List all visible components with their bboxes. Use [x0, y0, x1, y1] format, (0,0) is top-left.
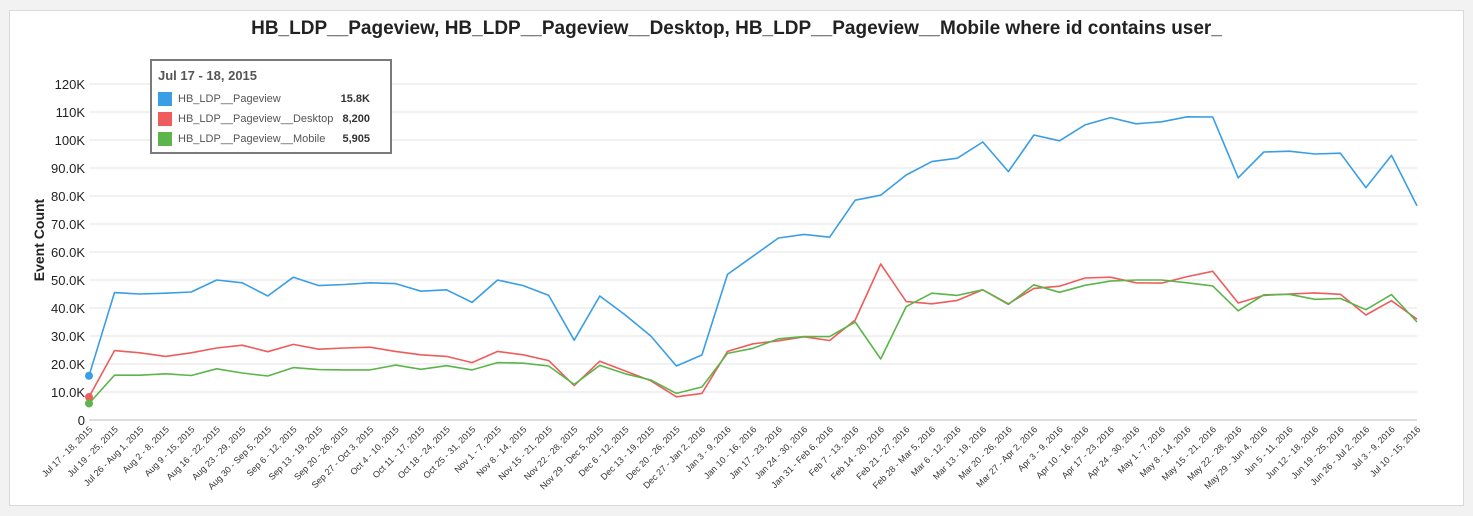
y-tick-label: 70.0K: [51, 217, 85, 232]
tooltip-row-mobile: HB_LDP__Pageview__Mobile 5,905: [158, 132, 382, 148]
y-tick-label: 40.0K: [51, 301, 85, 316]
tooltip-series-name: HB_LDP__Pageview__Mobile: [178, 133, 326, 145]
series-line-2[interactable]: [88, 279, 1418, 405]
y-tick-label: 110K: [56, 105, 86, 120]
legend-swatch-desktop: [158, 112, 172, 126]
tooltip-series-value: 8,200: [342, 113, 370, 125]
highlight-point-0[interactable]: [85, 371, 93, 380]
highlight-points: [85, 371, 93, 408]
y-tick-label: 0: [78, 413, 85, 428]
y-axis: 0 10.0K 20.0K 30.0K 40.0K 50.0K 60.0K 70.0K 80.0…: [51, 77, 85, 428]
y-tick-label: 90.0K: [51, 161, 85, 176]
y-tick-label: 30.0K: [51, 329, 85, 344]
tooltip-row-desktop: HB_LDP__Pageview__Desktop 8,200: [158, 112, 382, 128]
y-tick-label: 20.0K: [51, 357, 85, 372]
y-tick-label: 50.0K: [51, 273, 85, 288]
y-tick-label: 100K: [55, 133, 86, 148]
tooltip-title: Jul 17 - 18, 2015: [158, 68, 258, 83]
legend-swatch-mobile: [158, 132, 172, 146]
series-lines: [88, 116, 1418, 405]
legend-swatch-pageview: [158, 92, 172, 106]
tooltip-series-value: 15.8K: [340, 93, 370, 105]
series-line-0[interactable]: [88, 116, 1418, 377]
highlight-point-1[interactable]: [85, 393, 93, 402]
tooltip-series-name: HB_LDP__Pageview__Desktop: [178, 113, 334, 125]
highlight-point-2[interactable]: [85, 399, 93, 408]
tooltip-row-pageview: HB_LDP__Pageview 15.8K: [158, 92, 382, 108]
y-tick-label: 120K: [55, 77, 86, 92]
y-tick-label: 10.0K: [51, 385, 85, 400]
y-axis-label: Event Count: [31, 198, 47, 281]
tooltip-series-name: HB_LDP__Pageview: [178, 93, 281, 105]
chart-title: HB_LDP__Pageview, HB_LDP__Pageview__Desk…: [251, 18, 1222, 39]
tooltip-series-value: 5,905: [342, 133, 370, 145]
hover-tooltip: Jul 17 - 18, 2015 HB_LDP__Pageview 15.8K…: [150, 59, 392, 154]
y-tick-label: 80.0K: [51, 189, 85, 204]
series-line-1[interactable]: [88, 263, 1418, 398]
y-tick-label: 60.0K: [51, 245, 85, 260]
